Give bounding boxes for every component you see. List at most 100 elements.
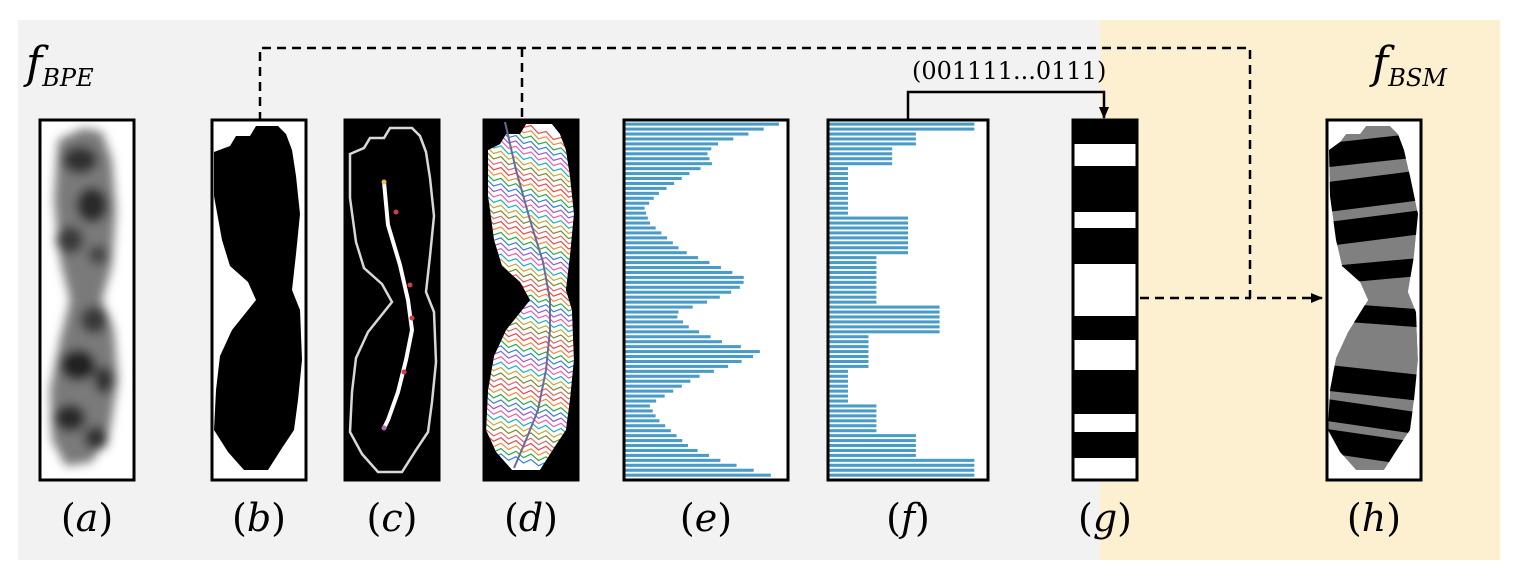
profile-bar bbox=[829, 369, 848, 373]
profile-bar bbox=[625, 374, 700, 378]
profile-bar bbox=[625, 127, 764, 131]
profile-bar bbox=[829, 186, 848, 190]
profile-bar bbox=[625, 354, 754, 359]
panel-f-image bbox=[826, 118, 990, 482]
profile-bar bbox=[625, 414, 656, 418]
perpendicular-line bbox=[485, 138, 577, 178]
profile-bar bbox=[625, 191, 659, 195]
profile-bar bbox=[829, 310, 940, 314]
perpendicular-line bbox=[485, 176, 577, 214]
panel-d-image bbox=[482, 118, 580, 482]
profile-bar bbox=[625, 439, 683, 443]
profile-bar bbox=[625, 345, 741, 349]
profile-bar bbox=[625, 216, 648, 220]
profile-bar bbox=[829, 122, 975, 126]
bsm-section-background bbox=[1100, 20, 1500, 560]
profile-bar bbox=[829, 142, 916, 146]
dark-band bbox=[1327, 210, 1421, 247]
panel-b-image bbox=[210, 118, 308, 482]
perpendicular-line bbox=[485, 171, 577, 209]
perpendicular-line bbox=[485, 384, 577, 410]
profile-bar bbox=[829, 256, 877, 260]
profile-bar bbox=[625, 429, 671, 433]
dark-band bbox=[1327, 364, 1421, 402]
profile-bar bbox=[625, 463, 737, 467]
profile-bar bbox=[829, 275, 877, 279]
profile-bar bbox=[829, 305, 940, 309]
profile-bar bbox=[625, 172, 690, 176]
perpendicular-line bbox=[485, 362, 577, 390]
dashed-connector-b-d-h bbox=[258, 46, 1323, 303]
profile-bar bbox=[625, 330, 700, 334]
profile-bar bbox=[625, 261, 710, 265]
profile-bar bbox=[829, 414, 877, 418]
profile-bar bbox=[625, 364, 729, 368]
profile-bar bbox=[625, 384, 682, 388]
panel-h-image bbox=[1325, 118, 1423, 482]
profile-bar bbox=[829, 176, 848, 181]
perpendicular-line bbox=[485, 198, 577, 235]
profile-bar bbox=[625, 473, 771, 477]
panel-a-label: (a) bbox=[60, 496, 114, 540]
perpendicular-line bbox=[485, 231, 577, 266]
profile-bar bbox=[625, 231, 662, 235]
profile-bar bbox=[829, 172, 848, 176]
panel-e-label: (e) bbox=[679, 496, 733, 540]
profile-bar bbox=[829, 251, 908, 255]
profile-bar bbox=[625, 246, 679, 250]
profile-bar bbox=[625, 256, 699, 260]
perpendicular-line bbox=[485, 160, 577, 198]
profile-bar bbox=[625, 280, 744, 284]
profile-bar bbox=[829, 473, 975, 477]
perpendicular-line bbox=[485, 395, 577, 421]
dark-band bbox=[1327, 170, 1421, 213]
profile-bar bbox=[625, 379, 691, 383]
profile-bar bbox=[829, 157, 893, 161]
profile-bar bbox=[625, 275, 744, 279]
profile-bar bbox=[625, 424, 666, 428]
profile-bar bbox=[829, 325, 940, 329]
perpendicular-line bbox=[485, 400, 577, 426]
profile-bar bbox=[625, 147, 712, 151]
profile-bar bbox=[829, 191, 848, 195]
profile-bar bbox=[829, 270, 877, 274]
panel-c-label: (c) bbox=[366, 496, 418, 540]
panel-g-label: (g) bbox=[1078, 496, 1132, 540]
profile-bar bbox=[625, 448, 698, 452]
profile-bar bbox=[829, 196, 848, 200]
panel-f-label: (f) bbox=[886, 496, 930, 540]
profile-bar bbox=[829, 458, 975, 462]
profile-bar bbox=[829, 374, 848, 378]
profile-bar bbox=[625, 157, 710, 161]
profile-bar bbox=[829, 300, 877, 304]
profile-bar bbox=[829, 162, 893, 166]
profile-bar bbox=[829, 424, 877, 428]
profile-bar bbox=[829, 463, 975, 467]
profile-bar bbox=[829, 132, 916, 136]
profile-bar bbox=[625, 226, 656, 230]
perpendicular-line bbox=[485, 373, 577, 400]
profile-bar bbox=[625, 137, 734, 141]
profile-bar bbox=[829, 320, 940, 324]
profile-bar bbox=[625, 167, 701, 171]
profile-bar bbox=[625, 320, 684, 324]
profile-bar bbox=[625, 419, 660, 423]
profile-bar bbox=[829, 285, 877, 289]
perpendicular-line bbox=[485, 209, 577, 245]
profile-bar bbox=[829, 364, 869, 368]
profile-bar bbox=[829, 221, 908, 225]
profile-bar bbox=[829, 137, 916, 141]
profile-bar bbox=[829, 468, 975, 472]
profile-bar bbox=[625, 241, 673, 245]
profile-bar bbox=[829, 147, 893, 151]
profile-bar bbox=[829, 384, 848, 388]
profile-bar bbox=[625, 389, 674, 393]
profile-bar bbox=[829, 399, 848, 403]
perpendicular-line bbox=[485, 149, 577, 188]
profile-bar bbox=[625, 300, 707, 304]
profile-bar bbox=[625, 310, 679, 314]
profile-bar bbox=[625, 315, 678, 319]
profile-bar bbox=[829, 434, 916, 438]
profile-bar bbox=[829, 280, 877, 284]
